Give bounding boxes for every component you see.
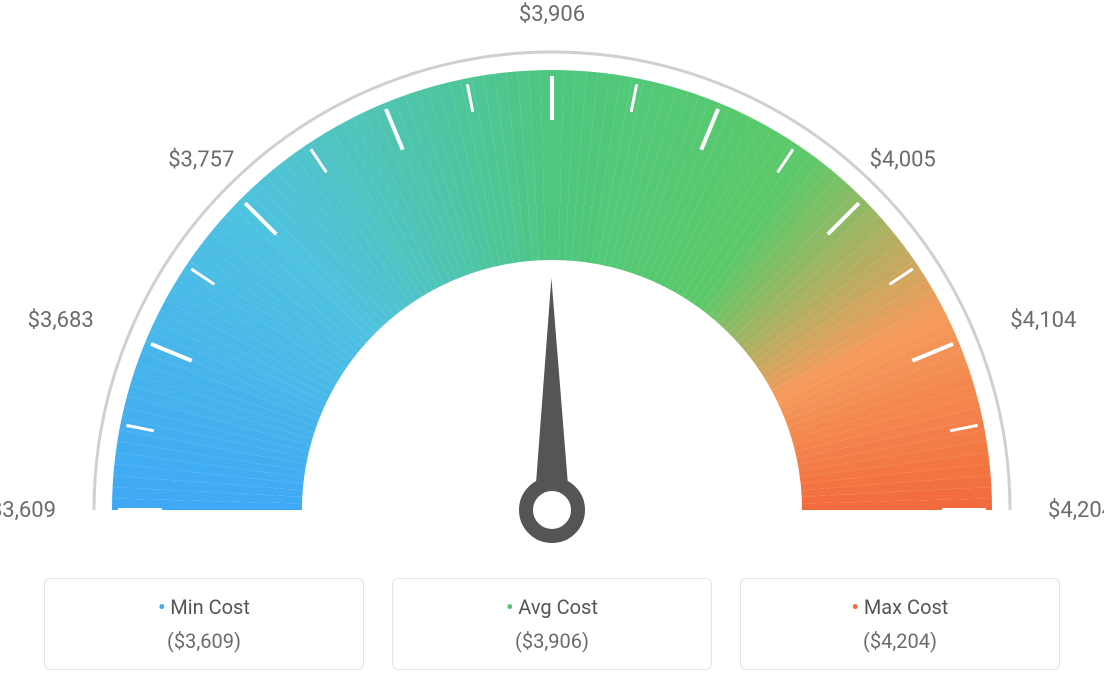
legend-max-label: Max Cost [741, 595, 1059, 619]
legend-min-label: Min Cost [45, 595, 363, 619]
legend-min-value: ($3,609) [45, 629, 363, 653]
legend-row: Min Cost ($3,609) Avg Cost ($3,906) Max … [0, 578, 1104, 670]
gauge-chart: $3,609 $3,683 $3,757 $3,906 $4,005 $4,104 $4,2… [0, 0, 1104, 560]
svg-text:$3,609: $3,609 [0, 498, 56, 523]
svg-text:$4,204: $4,204 [1048, 498, 1104, 523]
legend-avg-value: ($3,906) [393, 629, 711, 653]
svg-text:$3,757: $3,757 [168, 147, 234, 172]
legend-card-max: Max Cost ($4,204) [740, 578, 1060, 670]
gauge-svg: $3,609 $3,683 $3,757 $3,906 $4,005 $4,104 $4,2… [0, 0, 1104, 560]
svg-text:$3,683: $3,683 [28, 308, 94, 333]
legend-card-avg: Avg Cost ($3,906) [392, 578, 712, 670]
legend-card-min: Min Cost ($3,609) [44, 578, 364, 670]
svg-text:$3,906: $3,906 [519, 2, 585, 27]
legend-max-value: ($4,204) [741, 629, 1059, 653]
svg-text:$4,005: $4,005 [870, 147, 936, 172]
svg-text:$4,104: $4,104 [1010, 308, 1076, 333]
legend-avg-label: Avg Cost [393, 595, 711, 619]
